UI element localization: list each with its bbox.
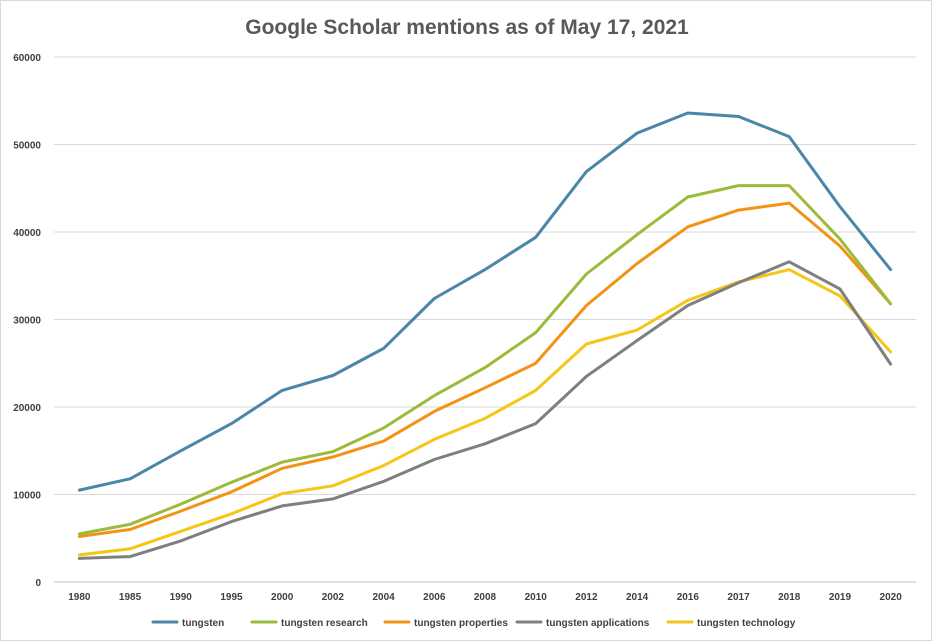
x-tick-label: 2017 (727, 592, 750, 603)
y-tick-label: 10000 (13, 491, 41, 502)
x-tick-label: 1980 (68, 592, 91, 603)
y-tick-label: 40000 (13, 228, 41, 239)
x-tick-label: 2014 (626, 592, 649, 603)
x-tick-label: 2010 (525, 592, 548, 603)
legend-label-tungsten-properties: tungsten properties (414, 618, 508, 629)
x-tick-label: 2002 (322, 592, 345, 603)
y-tick-label: 0 (35, 578, 41, 589)
x-tick-label: 1985 (119, 592, 142, 603)
x-tick-label: 2016 (677, 592, 700, 603)
series-line-tungsten-technology (77, 268, 893, 557)
x-tick-label: 2004 (372, 592, 395, 603)
series-lines (77, 111, 893, 560)
x-axis-ticks: 1980 1985 1990 1995 2000 2002 2004 2006 2008 2010… (68, 592, 902, 603)
x-tick-label: 1990 (170, 592, 193, 603)
legend-label-tungsten-research: tungsten research (281, 618, 368, 629)
y-tick-label: 60000 (13, 53, 41, 64)
series-line-tungsten-applications (77, 260, 893, 560)
legend-label-tungsten-technology: tungsten technology (697, 618, 796, 629)
y-tick-label: 20000 (13, 403, 41, 414)
x-tick-label: 2008 (474, 592, 497, 603)
legend-label-tungsten-applications: tungsten applications (546, 618, 650, 629)
x-tick-label: 2019 (829, 592, 852, 603)
x-tick-label: 2012 (575, 592, 598, 603)
x-tick-label: 2018 (778, 592, 801, 603)
series-line-tungsten-properties (77, 201, 893, 538)
legend-label-tungsten: tungsten (182, 618, 224, 629)
x-tick-label: 2000 (271, 592, 294, 603)
x-tick-label: 2006 (423, 592, 446, 603)
x-tick-label: 2020 (880, 592, 903, 603)
y-axis-ticks: 0 10000 20000 30000 40000 50000 60000 (13, 53, 41, 589)
x-tick-label: 1995 (220, 592, 243, 603)
series-line-tungsten (77, 111, 893, 492)
gridlines (54, 56, 916, 583)
y-tick-label: 30000 (13, 316, 41, 327)
y-tick-label: 50000 (13, 141, 41, 152)
legend: tungsten tungsten research tungsten proper… (151, 618, 796, 629)
chart-title: Google Scholar mentions as of May 17, 20… (245, 16, 689, 39)
series-line-tungsten-research (77, 184, 893, 536)
